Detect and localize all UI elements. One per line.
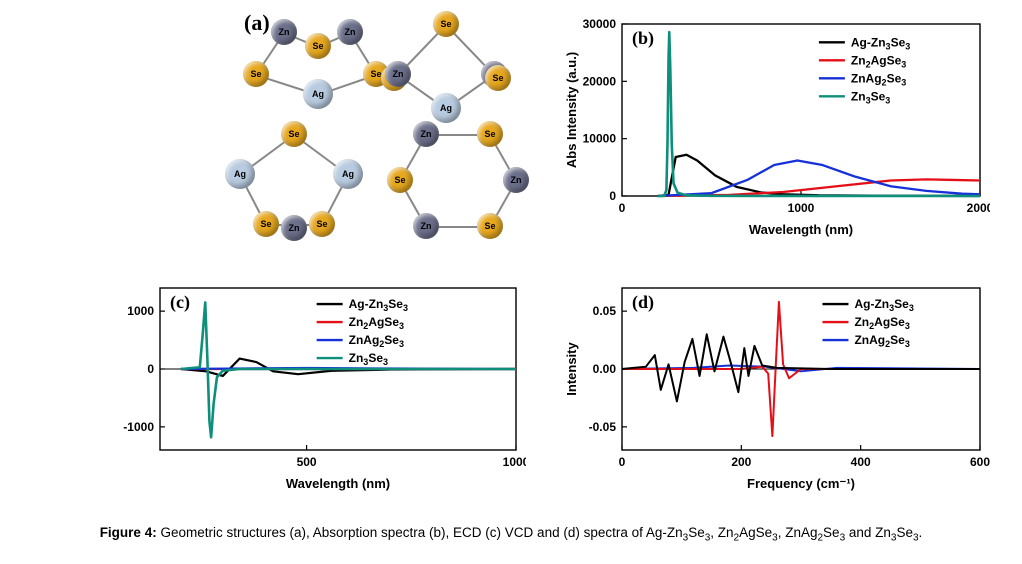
- svg-text:(b): (b): [632, 28, 654, 49]
- svg-text:Zn2AgSe3: Zn2AgSe3: [851, 53, 906, 69]
- svg-text:0: 0: [147, 362, 154, 376]
- svg-text:Ag-Zn3Se3: Ag-Zn3Se3: [851, 35, 910, 51]
- svg-text:Zn3Se3: Zn3Se3: [349, 351, 388, 367]
- figure-caption: Figure 4: Geometric structures (a), Abso…: [0, 523, 1022, 546]
- svg-text:-1000: -1000: [123, 420, 154, 434]
- svg-text:30000: 30000: [583, 17, 617, 31]
- svg-text:ZnAg2Se3: ZnAg2Se3: [854, 333, 909, 349]
- svg-text:0: 0: [619, 201, 626, 215]
- svg-text:1000: 1000: [503, 455, 526, 469]
- svg-text:600: 600: [970, 455, 990, 469]
- svg-text:ZnAg2Se3: ZnAg2Se3: [851, 71, 906, 87]
- svg-text:Intensity: Intensity: [564, 342, 579, 396]
- svg-text:2000: 2000: [967, 201, 990, 215]
- svg-text:Abs Intensity (a.u.): Abs Intensity (a.u.): [564, 52, 579, 168]
- svg-text:Frequency (cm⁻¹): Frequency (cm⁻¹): [747, 476, 855, 491]
- svg-text:0.05: 0.05: [593, 304, 617, 318]
- svg-text:1000: 1000: [788, 201, 815, 215]
- svg-text:Ag-Zn3Se3: Ag-Zn3Se3: [854, 297, 913, 313]
- svg-text:1000: 1000: [127, 304, 154, 318]
- svg-text:Zn2AgSe3: Zn2AgSe3: [854, 315, 909, 331]
- chart-d: 0 200 400 600 -0.05 0.00 0.05 Frequency (cm⁻¹) I…: [560, 276, 990, 494]
- svg-text:20000: 20000: [583, 74, 617, 88]
- svg-text:0: 0: [609, 189, 616, 203]
- svg-text:ZnAg2Se3: ZnAg2Se3: [349, 333, 404, 349]
- chart-c: 500 1000 -1000 0 1000 Wavelength (nm) (c) Ag-Zn…: [96, 276, 526, 494]
- svg-text:Zn2AgSe3: Zn2AgSe3: [349, 315, 404, 331]
- svg-text:0: 0: [619, 455, 626, 469]
- svg-text:(d): (d): [632, 292, 654, 313]
- svg-text:(c): (c): [170, 292, 190, 313]
- svg-text:Zn3Se3: Zn3Se3: [851, 89, 890, 105]
- svg-text:Wavelength (nm): Wavelength (nm): [286, 476, 390, 491]
- svg-text:-0.05: -0.05: [589, 420, 617, 434]
- svg-text:Ag-Zn3Se3: Ag-Zn3Se3: [349, 297, 408, 313]
- svg-text:Wavelength (nm): Wavelength (nm): [749, 222, 853, 237]
- svg-text:400: 400: [851, 455, 871, 469]
- caption-prefix: Figure 4:: [100, 525, 157, 540]
- svg-text:500: 500: [297, 455, 317, 469]
- svg-text:10000: 10000: [583, 132, 617, 146]
- chart-b: 0100020000100002000030000Wavelength (nm)…: [560, 10, 990, 240]
- svg-text:200: 200: [731, 455, 751, 469]
- svg-text:0.00: 0.00: [593, 362, 617, 376]
